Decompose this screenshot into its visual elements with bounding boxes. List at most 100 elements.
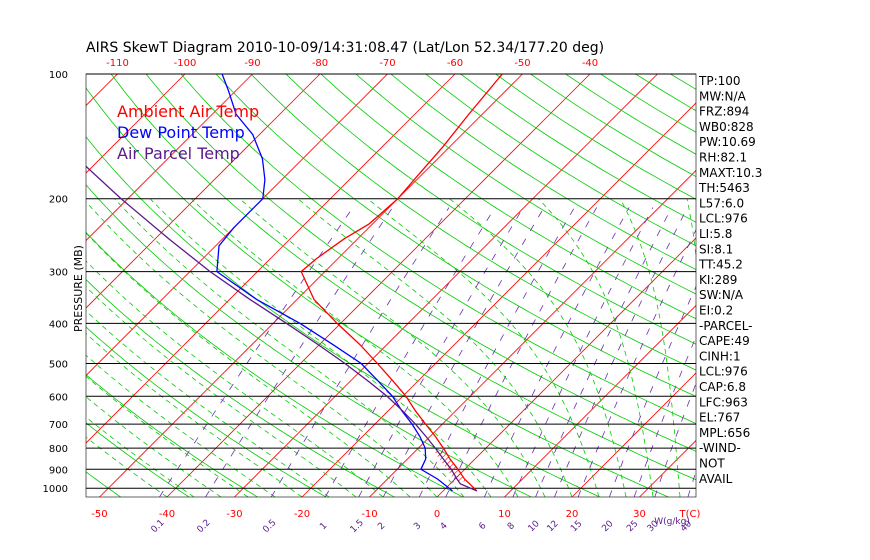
stability-index: AVAIL — [699, 472, 733, 486]
top-temperature-tick-label: -50 — [514, 58, 530, 69]
cape-hatched-region — [434, 451, 467, 482]
mixing-ratio-tick-label: 12 — [546, 519, 561, 534]
pressure-tick-label: 200 — [49, 195, 68, 206]
moist-adiabat-line — [86, 416, 195, 497]
stability-index: CINH:1 — [699, 349, 741, 363]
dry-adiabat-line — [86, 136, 600, 497]
isotherm-line — [571, 372, 696, 497]
isotherm-line — [166, 74, 591, 497]
isotherm-line — [775, 74, 870, 497]
legend: Ambient Air Temp Dew Point Temp Air Parcel… — [117, 102, 259, 163]
isotherm-line — [86, 74, 321, 309]
pressure-tick-label: 900 — [49, 465, 68, 476]
dry-adiabat-line — [390, 74, 696, 271]
mixing-ratio-line — [159, 207, 354, 497]
stability-index: TH:5463 — [698, 181, 750, 195]
isotherm-line — [234, 74, 658, 497]
mixing-ratio-tick-label: 6 — [477, 521, 488, 532]
mixing-ratio-line — [577, 229, 696, 497]
mixing-ratio-lines — [159, 207, 696, 497]
stability-index: LCL:976 — [699, 212, 748, 226]
dry-adiabat-line — [86, 231, 464, 497]
temperature-unit-label: T(C) — [679, 509, 701, 520]
bottom-temperature-tick-label: -10 — [361, 509, 377, 520]
stability-index: TP:100 — [698, 74, 741, 88]
mixing-ratio-tick-label: 1.5 — [349, 518, 366, 535]
isotherm-line — [86, 74, 253, 242]
mixing-ratio-tick-label: 20 — [600, 519, 615, 534]
mixing-ratio-tick-label: 4 — [439, 521, 450, 532]
mixing-ratio-line — [358, 207, 524, 497]
top-temperature-tick-label: -70 — [379, 58, 395, 69]
isotherm-line — [504, 304, 696, 497]
mixing-ratio-line — [484, 207, 630, 497]
air-parcel-temp-line — [86, 165, 478, 492]
bottom-temperature-tick-label: 20 — [566, 509, 579, 520]
mixing-ratio-line — [512, 207, 654, 497]
stability-index: EI:0.2 — [699, 304, 733, 318]
moist-adiabat-line — [86, 232, 411, 497]
bottom-temperature-tick-label: -30 — [226, 509, 242, 520]
mixing-ratio-line — [554, 207, 688, 497]
moist-adiabat-line — [449, 198, 627, 497]
legend-entry: Ambient Air Temp — [117, 102, 259, 121]
mixing-ratio-line — [633, 335, 696, 497]
mixing-ratio-line — [270, 207, 450, 497]
stability-index: WB0:828 — [699, 120, 754, 134]
moist-adiabat-line — [367, 198, 600, 497]
stability-index: RH:82.1 — [699, 151, 747, 165]
stability-index: LFC:963 — [699, 395, 748, 409]
stability-index: L57:6.0 — [699, 196, 744, 210]
dry-adiabat-line — [285, 74, 696, 345]
stability-index: EL:767 — [699, 411, 740, 425]
stability-index: -WIND- — [699, 441, 741, 455]
ambient-air-temp-line — [300, 74, 503, 492]
isotherm-line — [842, 74, 870, 497]
mixing-ratio-line — [324, 207, 496, 497]
mixing-ratio-line — [445, 207, 597, 497]
dry-adiabat-lines — [86, 74, 696, 497]
bottom-temperature-tick-label: 30 — [633, 509, 646, 520]
isotherm-line — [86, 74, 186, 174]
mixing-ratio-line — [609, 285, 696, 497]
isotherm-line — [301, 102, 696, 497]
mixing-ratio-line — [535, 207, 673, 497]
moist-adiabat-lines — [86, 198, 696, 497]
dry-adiabat-line — [495, 74, 696, 200]
mixing-ratio-tick-label: 1 — [318, 521, 329, 532]
moist-adiabat-line — [538, 198, 654, 497]
isotherm-lines — [86, 74, 870, 497]
plot-frame — [85, 73, 697, 498]
mixing-ratio-line — [654, 382, 696, 497]
moist-adiabat-line — [114, 198, 465, 497]
dry-adiabat-line — [110, 74, 696, 481]
bottom-temperature-tick-label: -40 — [159, 509, 175, 520]
moist-adiabat-line — [86, 200, 438, 497]
mixing-ratio-unit-label: W(g/kg) — [654, 517, 690, 527]
mixing-ratio-line — [382, 207, 545, 497]
stability-index: MPL:656 — [699, 426, 750, 440]
moist-adiabat-line — [86, 396, 222, 497]
dew-point-temp-line — [216, 74, 453, 492]
isotherm-line — [99, 74, 523, 497]
stability-index: LI:5.8 — [699, 227, 732, 241]
pressure-tick-label: 800 — [49, 444, 68, 455]
stability-index: MAXT:10.3 — [699, 166, 762, 180]
mixing-ratio-tick-label: 10 — [527, 519, 542, 534]
isotherm-line — [86, 74, 456, 444]
profile-series — [86, 74, 503, 492]
moist-adiabat-line — [86, 260, 384, 497]
stability-index: TT:45.2 — [698, 258, 743, 272]
mixing-ratio-tick-label: 8 — [506, 521, 517, 532]
bottom-temperature-tick-label: 0 — [434, 509, 440, 520]
stability-index: -PARCEL- — [699, 319, 753, 333]
dry-adiabat-line — [86, 374, 258, 497]
dry-adiabat-line — [86, 87, 669, 497]
top-temperature-tick-label: -110 — [106, 58, 129, 69]
mixing-ratio-tick-label: 0.5 — [261, 518, 278, 535]
legend-entry: Air Parcel Temp — [117, 144, 240, 163]
stability-index: CAPE:49 — [699, 334, 750, 348]
stability-index: FRZ:894 — [699, 105, 749, 119]
legend-entry: Dew Point Temp — [117, 123, 245, 142]
